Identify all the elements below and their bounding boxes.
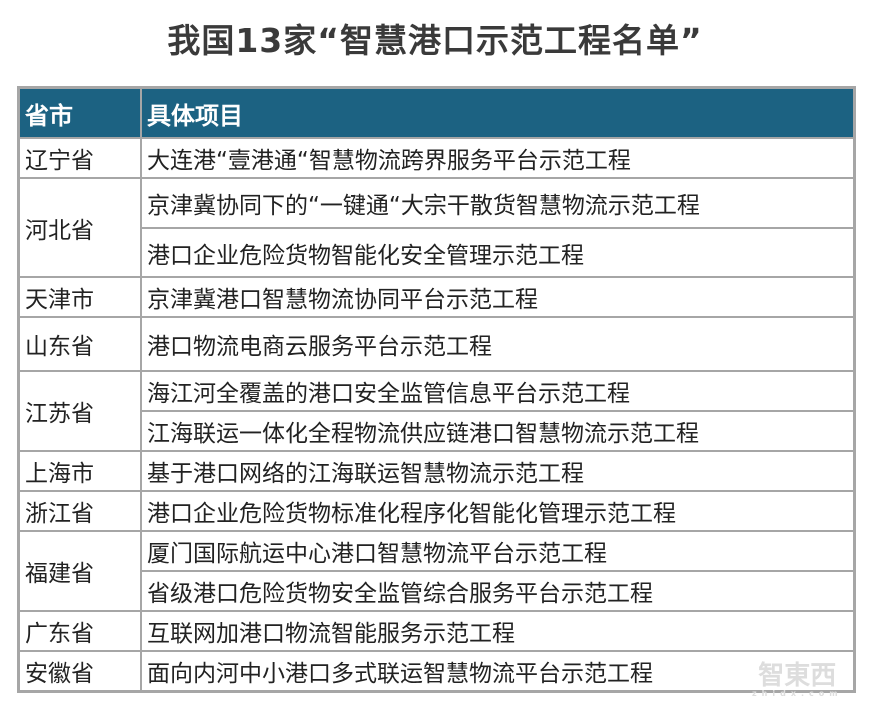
province-cell: 江苏省	[17, 370, 142, 452]
project-cell: 海江河全覆盖的港口安全监管信息平台示范工程	[140, 370, 856, 412]
project-cell: 江海联运一体化全程物流供应链港口智慧物流示范工程	[140, 410, 856, 452]
province-cell: 上海市	[17, 450, 142, 492]
table-row: 港口企业危险货物智能化安全管理示范工程	[19, 227, 856, 278]
province-cell: 天津市	[17, 276, 142, 318]
project-cell: 京津冀协同下的“一键通“大宗干散货智慧物流示范工程	[140, 177, 856, 229]
province-cell: 浙江省	[17, 490, 142, 532]
project-cell: 省级港口危险货物安全监管综合服务平台示范工程	[140, 570, 856, 612]
table-header-row: 省市 具体项目	[17, 86, 856, 139]
table-row: 省级港口危险货物安全监管综合服务平台示范工程	[19, 570, 856, 612]
table-row: 安徽省 面向内河中小港口多式联运智慧物流平台示范工程	[17, 650, 856, 692]
header-project: 具体项目	[140, 86, 856, 139]
table-row: 天津市 京津冀港口智慧物流协同平台示范工程	[17, 276, 856, 318]
table-row: 广东省 互联网加港口物流智能服务示范工程	[17, 610, 856, 652]
project-cell: 基于港口网络的江海联运智慧物流示范工程	[140, 450, 856, 492]
page-title: 我国13家“智慧港口示范工程名单”	[167, 21, 703, 60]
table-row: 上海市 基于港口网络的江海联运智慧物流示范工程	[17, 450, 856, 492]
table-row: 江海联运一体化全程物流供应链港口智慧物流示范工程	[19, 410, 856, 452]
project-cell: 大连港“壹港通“智慧物流跨界服务平台示范工程	[140, 137, 856, 179]
table-row: 江苏省 海江河全覆盖的港口安全监管信息平台示范工程	[17, 370, 856, 452]
province-cell: 福建省	[17, 530, 142, 612]
province-cell: 安徽省	[17, 650, 142, 692]
project-cell: 厦门国际航运中心港口智慧物流平台示范工程	[140, 530, 856, 572]
table-row: 辽宁省 大连港“壹港通“智慧物流跨界服务平台示范工程	[17, 137, 856, 179]
province-cell: 山东省	[17, 316, 142, 372]
watermark-logo: 智東西 zhidx.com	[752, 661, 843, 698]
project-cell: 互联网加港口物流智能服务示范工程	[140, 610, 856, 652]
table-row: 河北省 京津冀协同下的“一键通“大宗干散货智慧物流示范工程	[17, 177, 856, 278]
project-cell: 面向内河中小港口多式联运智慧物流平台示范工程	[140, 650, 856, 692]
project-cell: 港口企业危险货物标准化程序化智能化管理示范工程	[140, 490, 856, 532]
table-row: 福建省 厦门国际航运中心港口智慧物流平台示范工程	[17, 530, 856, 612]
project-cell: 京津冀港口智慧物流协同平台示范工程	[140, 276, 856, 318]
project-cell: 港口物流电商云服务平台示范工程	[140, 316, 856, 372]
province-cell: 河北省	[17, 177, 142, 278]
project-cell: 港口企业危险货物智能化安全管理示范工程	[140, 227, 856, 278]
demo-projects-table: 省市 具体项目 辽宁省 大连港“壹港通“智慧物流跨界服务平台示范工程 河北省 京津冀协…	[17, 86, 856, 693]
table-row: 山东省 港口物流电商云服务平台示范工程	[17, 316, 856, 372]
province-cell: 广东省	[17, 610, 142, 652]
header-province: 省市	[17, 86, 142, 139]
province-cell: 辽宁省	[17, 137, 142, 179]
table-row: 浙江省 港口企业危险货物标准化程序化智能化管理示范工程	[17, 490, 856, 532]
